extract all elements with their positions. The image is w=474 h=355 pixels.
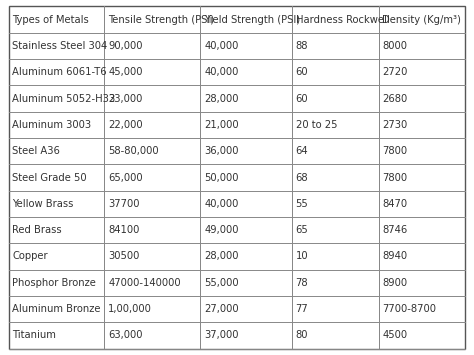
Text: 45,000: 45,000 [108,67,143,77]
Text: 37700: 37700 [108,199,140,209]
Text: Yield Strength (PSI): Yield Strength (PSI) [204,15,301,24]
Text: Density (Kg/m³): Density (Kg/m³) [383,15,461,24]
Text: 68: 68 [296,173,308,182]
Text: 21,000: 21,000 [204,120,239,130]
Text: 40,000: 40,000 [204,41,238,51]
Text: 2680: 2680 [383,93,408,104]
Text: Phosphor Bronze: Phosphor Bronze [12,278,96,288]
Text: Aluminum 6061-T6: Aluminum 6061-T6 [12,67,107,77]
Text: 2730: 2730 [383,120,408,130]
Text: 28,000: 28,000 [204,251,239,262]
Text: 28,000: 28,000 [204,93,239,104]
Text: Types of Metals: Types of Metals [12,15,89,24]
Text: 88: 88 [296,41,308,51]
Text: 80: 80 [296,331,308,340]
Text: 49,000: 49,000 [204,225,239,235]
Text: Titanium: Titanium [12,331,56,340]
Text: Stainless Steel 304: Stainless Steel 304 [12,41,108,51]
Text: 36,000: 36,000 [204,146,239,156]
Text: 65: 65 [296,225,309,235]
Text: 8900: 8900 [383,278,408,288]
Text: 60: 60 [296,93,308,104]
Text: 60: 60 [296,67,308,77]
Text: 77: 77 [296,304,309,314]
Text: Steel A36: Steel A36 [12,146,60,156]
Text: 8940: 8940 [383,251,408,262]
Text: 55,000: 55,000 [204,278,239,288]
Text: Red Brass: Red Brass [12,225,62,235]
Text: 65,000: 65,000 [108,173,143,182]
Text: 8746: 8746 [383,225,408,235]
Text: 84100: 84100 [108,225,140,235]
Text: 64: 64 [296,146,308,156]
Text: 47000-140000: 47000-140000 [108,278,181,288]
Text: 90,000: 90,000 [108,41,143,51]
Text: 10: 10 [296,251,308,262]
Text: 30500: 30500 [108,251,140,262]
Text: 27,000: 27,000 [204,304,239,314]
Text: 7800: 7800 [383,146,408,156]
Text: Tensile Strength (PSI): Tensile Strength (PSI) [108,15,214,24]
Text: Aluminum Bronze: Aluminum Bronze [12,304,101,314]
Text: Steel Grade 50: Steel Grade 50 [12,173,87,182]
Text: Aluminum 5052-H32: Aluminum 5052-H32 [12,93,116,104]
Text: 2720: 2720 [383,67,408,77]
Text: 78: 78 [296,278,308,288]
Text: 40,000: 40,000 [204,67,238,77]
Text: 40,000: 40,000 [204,199,238,209]
Text: 37,000: 37,000 [204,331,239,340]
Text: Yellow Brass: Yellow Brass [12,199,73,209]
Text: 55: 55 [296,199,309,209]
Text: Aluminum 3003: Aluminum 3003 [12,120,91,130]
Text: 50,000: 50,000 [204,173,239,182]
Text: Hardness Rockwell: Hardness Rockwell [296,15,389,24]
Text: 8000: 8000 [383,41,408,51]
Text: 63,000: 63,000 [108,331,143,340]
Text: 8470: 8470 [383,199,408,209]
Text: 58-80,000: 58-80,000 [108,146,159,156]
Text: 4500: 4500 [383,331,408,340]
Text: 20 to 25: 20 to 25 [296,120,337,130]
Text: 33,000: 33,000 [108,93,143,104]
Text: 1,00,000: 1,00,000 [108,304,152,314]
Text: 22,000: 22,000 [108,120,143,130]
Text: 7700-8700: 7700-8700 [383,304,437,314]
Text: Copper: Copper [12,251,48,262]
Text: 7800: 7800 [383,173,408,182]
